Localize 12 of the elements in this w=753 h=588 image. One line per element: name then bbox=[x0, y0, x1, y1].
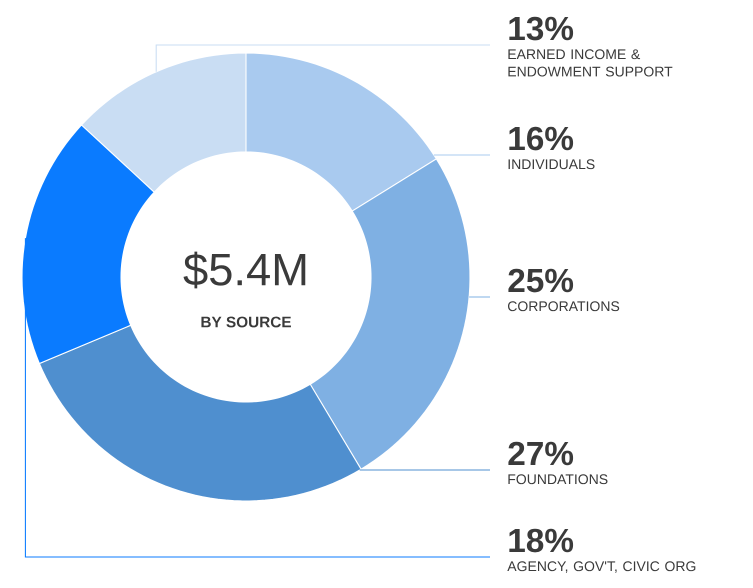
data-label: 13% bbox=[509, 16, 574, 40]
slice-label: FOUNDATIONS bbox=[508, 474, 608, 484]
text: $5.4M bbox=[183, 252, 306, 288]
slice-label: CORPORATIONS bbox=[508, 301, 620, 312]
data-label: 16% bbox=[509, 126, 574, 150]
data-label: 25% bbox=[508, 268, 574, 292]
slice-label: EARNED INCOME & ENDOWMENT SUPPORT bbox=[508, 49, 672, 77]
slice-label: INDIVIDUALS bbox=[508, 159, 595, 170]
data-label: 27% bbox=[508, 442, 574, 466]
data-label: 18% bbox=[509, 528, 574, 552]
text: BY SOURCE bbox=[201, 316, 291, 328]
slice-label: AGENCY, GOV'T, CIVIC ORG bbox=[507, 561, 696, 573]
